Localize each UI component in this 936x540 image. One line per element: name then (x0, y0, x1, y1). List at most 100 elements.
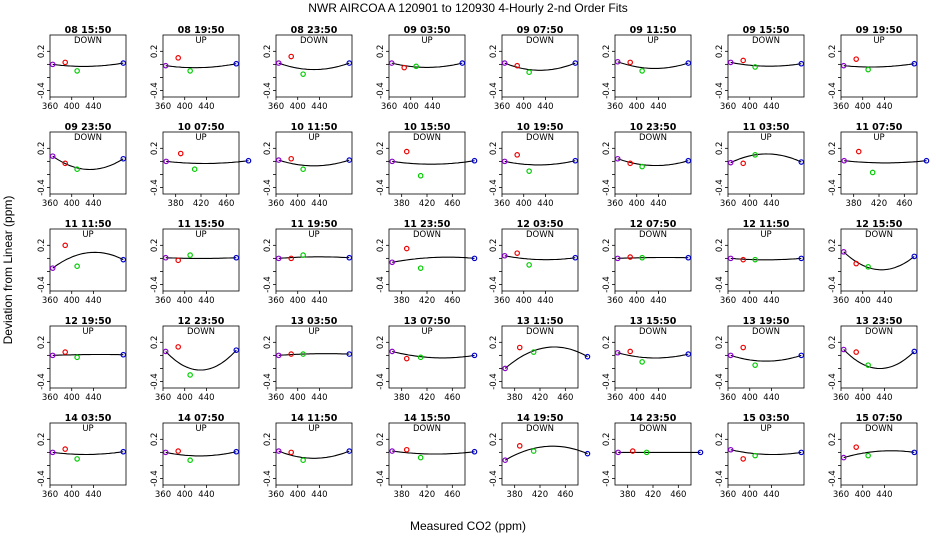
y-tick-label: 0.2 (37, 239, 47, 253)
x-tick-label: 440 (650, 102, 666, 112)
panel-direction: UP (873, 36, 884, 46)
y-tick-label: 0.2 (376, 142, 386, 156)
data-point (346, 448, 353, 454)
x-tick-label: 400 (177, 393, 193, 403)
panel-title: 14 03:50 (65, 413, 112, 424)
panel-direction: UP (308, 327, 319, 337)
data-point (615, 449, 621, 456)
panel-title: 11 07:50 (856, 122, 903, 133)
panel-direction: UP (308, 424, 319, 434)
panel-title: 12 07:50 (630, 219, 677, 230)
y-tick-label: -0.4 (150, 179, 160, 196)
panel-frame (501, 131, 579, 195)
panel-title: 10 11:50 (291, 122, 338, 133)
data-point (417, 354, 424, 361)
panel-direction: DOWN (187, 327, 215, 337)
panel-frame (275, 228, 353, 292)
y-tick-label: -0.4 (715, 179, 725, 196)
data-point (187, 252, 193, 258)
data-point (516, 344, 523, 351)
x-tick-label: 440 (763, 102, 779, 112)
fit-curve (52, 353, 124, 356)
fit-curve (165, 451, 237, 457)
data-point (639, 163, 645, 170)
panel-direction: DOWN (865, 424, 893, 434)
panel-title: 14 11:50 (291, 413, 338, 424)
data-point (120, 351, 127, 358)
x-tick-label: 440 (876, 393, 892, 403)
data-point (389, 259, 395, 266)
data-point (923, 157, 930, 164)
panel-direction: UP (760, 133, 771, 143)
data-point (233, 448, 240, 455)
data-point (526, 168, 532, 174)
data-point (49, 61, 56, 68)
data-point (471, 255, 478, 262)
data-point (526, 69, 532, 76)
panel-direction: DOWN (639, 424, 667, 434)
data-point (300, 166, 306, 173)
panel-title: 09 11:50 (630, 25, 677, 36)
fit-curve (730, 354, 802, 362)
y-tick-label: 0.2 (602, 45, 612, 59)
x-tick-label: 440 (311, 296, 327, 306)
data-point (501, 252, 508, 259)
fit-curve (730, 153, 802, 164)
y-tick-label: 0.2 (828, 433, 838, 447)
panel-title: 11 11:50 (65, 219, 112, 230)
y-tick-label: 0.2 (263, 433, 273, 447)
panel-direction: DOWN (74, 36, 102, 46)
panel-frame (275, 131, 353, 195)
x-tick-label: 400 (516, 102, 532, 112)
data-point (187, 457, 193, 464)
x-tick-label: 460 (444, 199, 460, 209)
x-tick-label: 360 (381, 102, 397, 112)
y-tick-label: -0.4 (263, 373, 273, 390)
x-tick-label: 440 (85, 296, 101, 306)
fit-curve (617, 256, 689, 259)
panel-frame (840, 228, 918, 292)
fit-curve (504, 445, 588, 461)
y-tick-label: 0.2 (602, 239, 612, 253)
data-point (614, 58, 621, 65)
data-point (403, 355, 410, 362)
x-tick-label: 440 (763, 199, 779, 209)
data-point (840, 454, 847, 461)
x-tick-label: 440 (85, 393, 101, 403)
y-tick-label: 0.2 (376, 336, 386, 350)
panel-direction: DOWN (413, 133, 441, 143)
fit-curve (843, 251, 915, 271)
data-point (233, 254, 240, 261)
panel-direction: UP (760, 424, 771, 434)
x-tick-label: 440 (876, 296, 892, 306)
x-tick-label: 460 (218, 199, 234, 209)
panel-direction: DOWN (639, 230, 667, 240)
data-point (288, 53, 295, 60)
x-tick-label: 400 (742, 199, 758, 209)
data-point (685, 157, 692, 164)
y-tick-label: 0.2 (828, 142, 838, 156)
y-tick-label: -0.4 (37, 470, 47, 487)
fit-curve (843, 450, 915, 459)
data-point (752, 362, 758, 368)
x-tick-label: 400 (742, 102, 758, 112)
data-point (727, 446, 734, 453)
data-point (740, 456, 747, 462)
panel-direction: UP (82, 327, 93, 337)
data-point (841, 157, 847, 164)
data-point (417, 172, 424, 179)
data-point (840, 346, 847, 353)
fit-curve (617, 61, 689, 69)
x-tick-label: 380 (168, 199, 184, 209)
y-tick-label: 0.2 (263, 239, 273, 253)
x-tick-label: 420 (532, 393, 548, 403)
data-point (911, 60, 918, 67)
x-tick-label: 360 (494, 296, 510, 306)
y-tick-label: 0.2 (828, 336, 838, 350)
y-tick-label: 0.2 (150, 336, 160, 350)
